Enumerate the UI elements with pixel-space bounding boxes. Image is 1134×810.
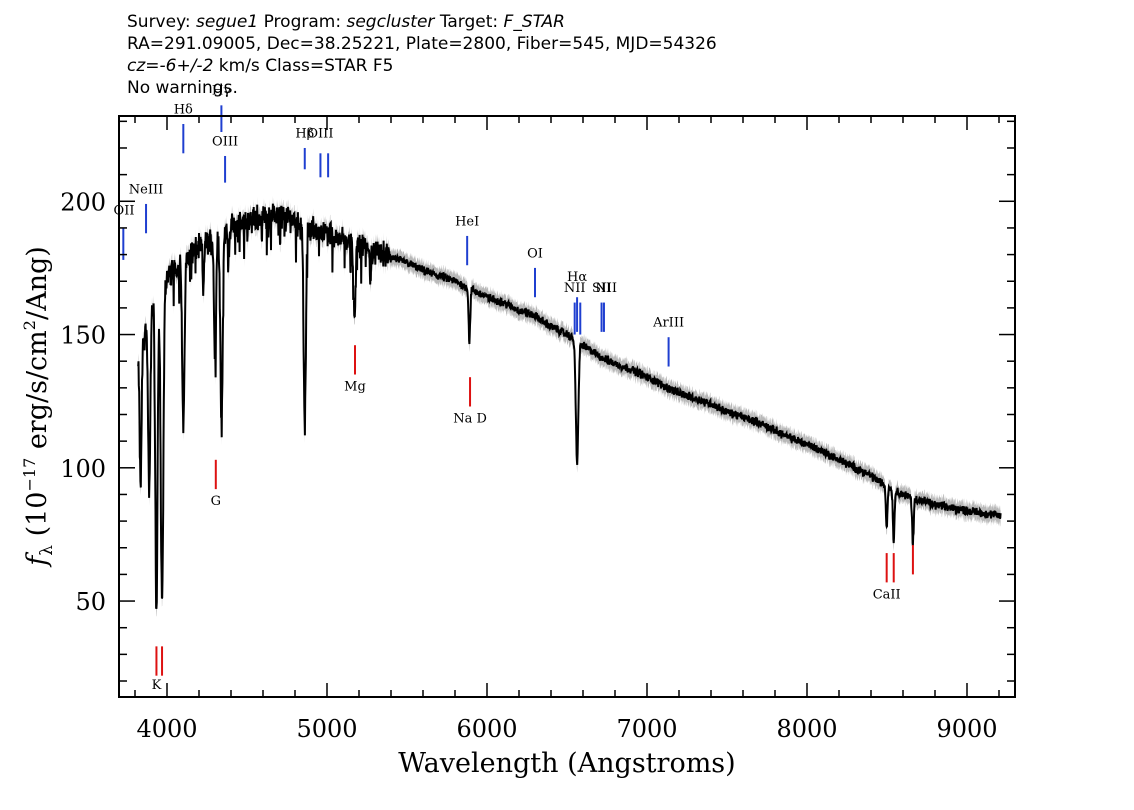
y-tick-label: 150	[60, 322, 106, 350]
x-tick-label: 7000	[616, 715, 677, 743]
cz-value: cz=-6+/-2	[127, 56, 214, 76]
y-label-part2: erg/s/cm	[22, 330, 53, 458]
emission-line-label: NeIII	[129, 182, 163, 197]
emission-line-label: Hβ	[295, 126, 314, 141]
axes-layer: 4000 5000 6000 7000 8000 9000 50 100 150 200	[60, 116, 1015, 743]
survey-label: Survey:	[127, 12, 191, 32]
y-tick-label: 100	[60, 455, 106, 483]
emission-line-label: ArIII	[652, 316, 684, 331]
spectrum-layer	[137, 203, 1002, 610]
survey-value: segue1	[196, 12, 259, 32]
program-label: Program:	[263, 12, 342, 32]
absorption-line-label: CaII	[873, 587, 901, 602]
plot-frame	[118, 115, 1016, 698]
emission-line-label: Hγ	[212, 84, 231, 99]
x-axis-label: Wavelength (Angstroms)	[398, 748, 735, 779]
y-label-subscript: λ	[37, 545, 57, 556]
emission-line-label: NII	[595, 281, 617, 296]
x-tick-label: 4000	[136, 715, 197, 743]
y-tick-label: 50	[75, 588, 106, 616]
emission-line-label: OI	[527, 246, 543, 261]
emission-line-label: Hα	[567, 270, 587, 285]
absorption-line-label: K	[152, 678, 162, 693]
x-tick-label: 9000	[936, 715, 997, 743]
y-axis-label: fλ (10−17 erg/s/cm2/Ang)	[20, 246, 57, 568]
y-label-exponent2: 2	[20, 320, 39, 330]
x-tick-label: 6000	[456, 715, 517, 743]
target-label: Target:	[439, 12, 499, 32]
y-label-part3: /Ang)	[22, 246, 53, 320]
emission-line-label: Hδ	[174, 102, 193, 117]
absorption-line-label: G	[211, 494, 221, 509]
y-tick-label: 200	[60, 188, 106, 216]
header-line-warnings: No warnings.	[127, 78, 238, 98]
header-line-redshift: cz=-6+/-2 km/s Class=STAR F5	[127, 55, 717, 77]
error-band	[138, 195, 1001, 617]
x-tick-label: 8000	[776, 715, 837, 743]
y-label-part1: (10	[22, 492, 53, 545]
spectrum-line	[137, 203, 1002, 610]
cz-class: km/s Class=STAR F5	[213, 56, 394, 76]
line-marker-layer: OIINeIIIHδHγOIIIHβOIIIHeIOINIIHαSIIArIII…	[114, 84, 914, 693]
y-label-exponent1: −17	[20, 458, 39, 492]
emission-line-label: NII	[564, 281, 586, 296]
header-line-survey: Survey: segue1 Program: segcluster Targe…	[127, 11, 717, 33]
error-band-layer	[138, 195, 1001, 617]
emission-line-label: OII	[114, 204, 135, 219]
absorption-line-label: Mg	[344, 380, 366, 395]
emission-line-label: OIII	[212, 134, 238, 149]
target-value: F_STAR	[503, 12, 565, 32]
emission-line-label: HeI	[455, 214, 479, 229]
emission-line-label: OIII	[307, 126, 333, 141]
header-line-coordinates: RA=291.09005, Dec=38.25221, Plate=2800, …	[127, 34, 717, 54]
program-value: segcluster	[346, 12, 435, 32]
spectrum-header: Survey: segue1 Program: segcluster Targe…	[127, 11, 717, 99]
emission-line-label: SII	[592, 281, 611, 296]
x-tick-label: 5000	[296, 715, 357, 743]
absorption-line-label: Na D	[453, 411, 487, 426]
